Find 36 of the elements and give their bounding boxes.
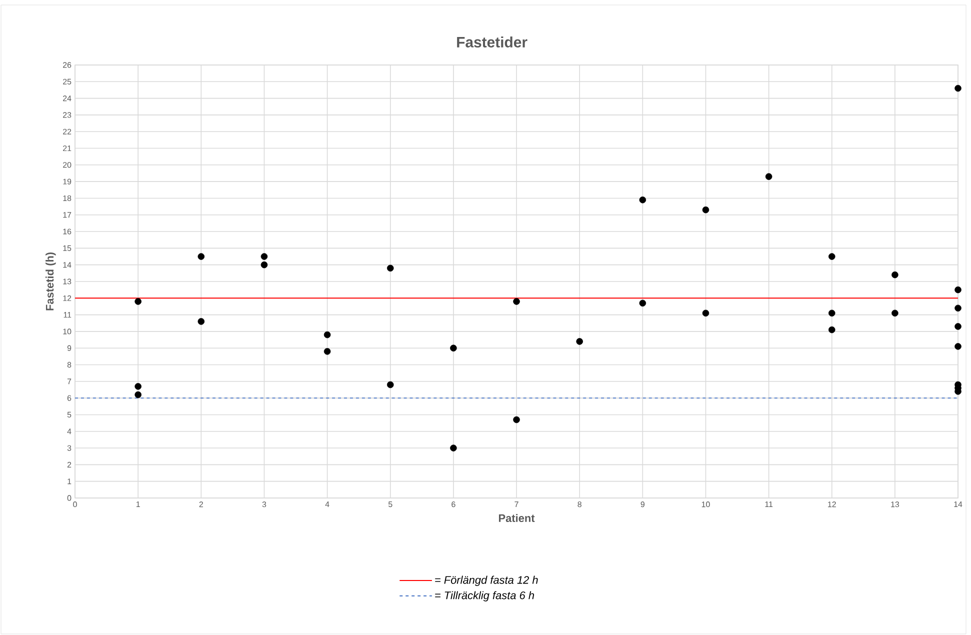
point	[702, 310, 710, 317]
point	[260, 253, 268, 260]
legend-label: = Förlängd fasta 12 h	[435, 576, 538, 586]
chart-title: Fastetider	[457, 36, 528, 48]
x-axis-title: Patient	[498, 514, 535, 522]
point	[954, 286, 962, 294]
point	[892, 310, 898, 317]
point	[828, 253, 836, 260]
point	[260, 261, 268, 268]
point	[954, 323, 962, 330]
point	[576, 338, 583, 345]
point	[954, 343, 962, 350]
point	[892, 271, 898, 278]
point	[513, 416, 520, 424]
point	[134, 383, 142, 390]
point	[765, 173, 772, 180]
point	[702, 206, 710, 214]
point	[134, 391, 142, 398]
point	[954, 84, 962, 92]
y-axis-title: Fastetid (h)	[46, 252, 56, 310]
point	[954, 304, 962, 312]
legend-label: = Tillräcklig fasta 6 h	[435, 591, 534, 602]
point	[828, 326, 836, 334]
point	[134, 298, 142, 305]
point	[450, 444, 457, 452]
point	[639, 300, 646, 307]
point	[198, 253, 205, 260]
point	[450, 344, 457, 352]
point	[639, 196, 646, 204]
point	[386, 381, 394, 388]
point	[513, 298, 520, 305]
point	[324, 331, 331, 338]
point	[198, 318, 205, 325]
point	[324, 348, 331, 355]
point	[828, 310, 836, 317]
point	[386, 264, 394, 272]
